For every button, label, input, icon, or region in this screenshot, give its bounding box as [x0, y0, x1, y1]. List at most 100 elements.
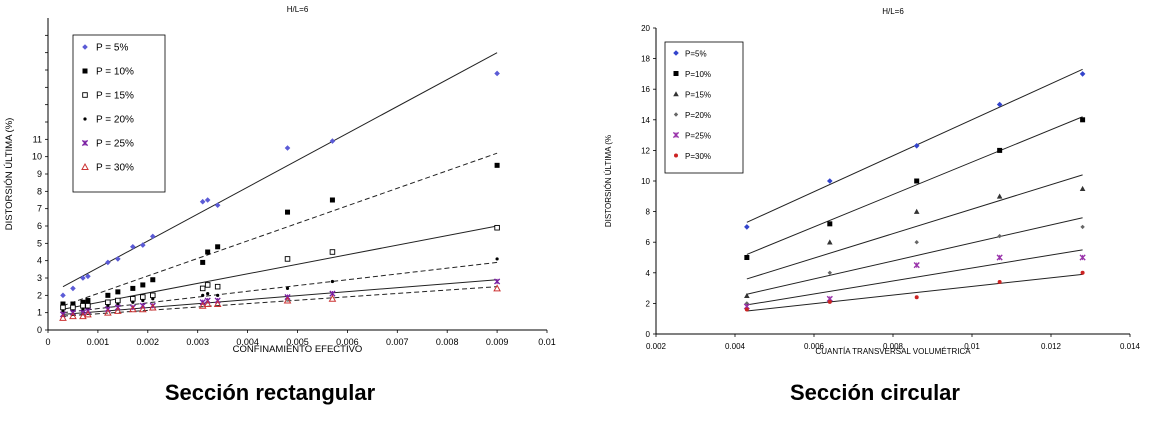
y-tick-label: 10 — [641, 177, 650, 186]
trend-line — [62, 152, 498, 307]
data-point — [744, 292, 750, 299]
y-tick-label: 8 — [646, 208, 651, 217]
chart-title: H/L=6 — [882, 7, 904, 16]
legend-entry: P = 15% — [96, 91, 134, 102]
data-point — [214, 283, 221, 290]
trend-line — [746, 174, 1083, 280]
data-point — [79, 312, 87, 320]
series-6 — [59, 284, 501, 321]
data-point — [214, 202, 221, 208]
data-point — [150, 292, 156, 299]
caption-circular: Sección circular — [790, 380, 960, 405]
x-tick-label: 0.005 — [286, 337, 309, 347]
x-tick-label: 0.004 — [725, 342, 746, 351]
y-tick-label: 11 — [33, 134, 42, 144]
data-point — [827, 299, 832, 304]
legend-entry: P=20% — [685, 111, 711, 120]
data-point — [1079, 71, 1086, 77]
y-tick-label: 2 — [37, 290, 42, 300]
data-point — [996, 193, 1003, 199]
data-point — [128, 305, 137, 313]
data-point — [85, 298, 91, 304]
legend-entry: P = 10% — [96, 67, 134, 78]
data-point — [827, 221, 833, 227]
data-point — [330, 279, 335, 284]
x-tick-label: 0.008 — [883, 342, 904, 351]
series-1 — [60, 52, 500, 299]
data-point — [285, 209, 291, 215]
data-point — [60, 301, 66, 307]
data-point — [114, 306, 122, 314]
data-point — [105, 299, 111, 306]
data-point — [60, 292, 66, 299]
legend-marker — [81, 162, 89, 170]
legend-marker — [82, 68, 88, 74]
data-point — [106, 304, 110, 308]
data-point — [1080, 117, 1086, 123]
data-point — [199, 285, 206, 292]
trend-line — [746, 273, 1083, 312]
data-point — [151, 297, 155, 301]
x-tick-label: 0 — [45, 337, 50, 347]
y-tick-label: 1 — [37, 308, 42, 318]
trend-line — [62, 52, 498, 288]
data-point — [80, 275, 86, 281]
legend-marker — [673, 112, 679, 117]
legend-entry: P=15% — [685, 91, 711, 100]
legend-box — [72, 34, 166, 193]
legend-marker — [81, 139, 89, 147]
series-4 — [61, 257, 499, 314]
data-point — [283, 296, 292, 304]
x-tick-label: 0.012 — [1041, 342, 1062, 351]
data-point — [141, 298, 145, 303]
data-point — [200, 259, 206, 265]
y-tick-label: 16 — [641, 85, 650, 94]
data-point — [1080, 270, 1085, 275]
legend-box — [664, 41, 744, 174]
data-point — [105, 292, 111, 298]
series-3 — [60, 224, 500, 311]
series-2 — [60, 152, 500, 307]
y-tick-label: 4 — [37, 256, 42, 266]
y-tick-label: 8 — [37, 186, 42, 196]
y-axis-label: DISTORSIÓN ÚLTIMA (%) — [4, 118, 15, 231]
data-point — [206, 292, 210, 296]
data-point — [1079, 254, 1086, 261]
data-point — [140, 242, 146, 248]
series-1 — [744, 68, 1086, 230]
y-tick-label: 9 — [37, 169, 42, 179]
data-point — [329, 197, 335, 203]
data-point — [996, 254, 1003, 261]
legend: P=5% P=10% P=15% P=20% P=25% P=30% — [664, 41, 744, 174]
y-tick-label: 10 — [32, 152, 42, 162]
data-point — [140, 282, 146, 288]
x-tick-label: 0.002 — [646, 342, 667, 351]
trend-line — [62, 225, 498, 310]
legend-entry: P=10% — [685, 70, 711, 79]
trend-line — [746, 217, 1083, 295]
data-point — [115, 256, 121, 262]
data-point — [70, 304, 76, 311]
data-point — [997, 147, 1003, 153]
legend-marker — [674, 153, 678, 158]
chart-circular: H/L=6 0 2 4 6 8 10 12 14 16 18 20 0.002 0.004 0.006 0.0… — [604, 7, 1141, 356]
y-tick-label: 3 — [37, 273, 42, 283]
data-point — [201, 293, 205, 297]
data-point — [913, 262, 920, 269]
series-5 — [743, 249, 1086, 310]
x-tick-label: 0.006 — [804, 342, 825, 351]
data-point — [284, 256, 291, 262]
y-tick-label: 18 — [641, 55, 650, 64]
x-tick-label: 0.01 — [964, 342, 980, 351]
legend-entry: P=25% — [685, 132, 711, 141]
data-point — [116, 302, 120, 306]
y-tick-label: 5 — [37, 238, 42, 248]
x-tick-label: 0.009 — [486, 337, 509, 347]
data-point — [204, 197, 211, 203]
legend-marker — [82, 92, 88, 98]
data-point — [1079, 185, 1086, 191]
y-tick-label: 2 — [646, 299, 651, 308]
legend-marker — [672, 131, 680, 139]
x-tick-label: 0.01 — [538, 337, 556, 347]
trend-line — [62, 279, 498, 315]
